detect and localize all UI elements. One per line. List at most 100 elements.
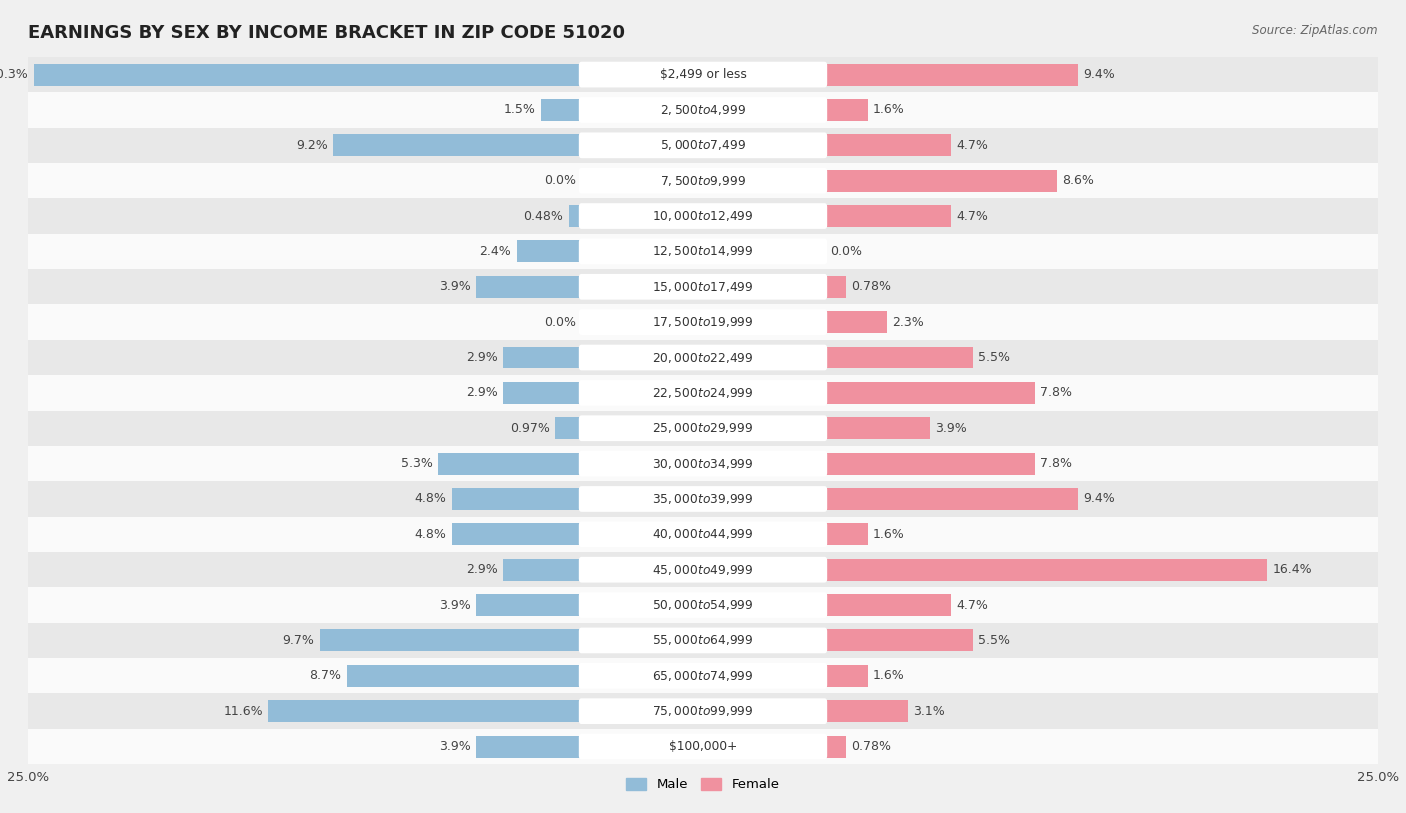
- Bar: [824, 382, 1035, 404]
- Bar: [28, 375, 1378, 411]
- Bar: [28, 304, 1378, 340]
- Bar: [824, 170, 1057, 192]
- Text: 1.6%: 1.6%: [873, 669, 905, 682]
- FancyBboxPatch shape: [579, 167, 827, 193]
- Text: $45,000 to $49,999: $45,000 to $49,999: [652, 563, 754, 576]
- Text: 7.8%: 7.8%: [1040, 457, 1073, 470]
- FancyBboxPatch shape: [579, 592, 827, 618]
- Text: $40,000 to $44,999: $40,000 to $44,999: [652, 528, 754, 541]
- Bar: [824, 736, 845, 758]
- Bar: [34, 63, 582, 85]
- Bar: [28, 57, 1378, 92]
- Text: 1.5%: 1.5%: [503, 103, 536, 116]
- Bar: [451, 524, 582, 546]
- FancyBboxPatch shape: [579, 238, 827, 264]
- Text: $100,000+: $100,000+: [669, 740, 737, 753]
- Bar: [824, 524, 868, 546]
- Text: 3.9%: 3.9%: [439, 598, 471, 611]
- Bar: [28, 163, 1378, 198]
- Text: 4.8%: 4.8%: [415, 528, 447, 541]
- Bar: [824, 594, 952, 616]
- Text: $12,500 to $14,999: $12,500 to $14,999: [652, 245, 754, 259]
- FancyBboxPatch shape: [579, 486, 827, 512]
- Bar: [824, 488, 1078, 510]
- Bar: [824, 205, 952, 227]
- FancyBboxPatch shape: [579, 274, 827, 300]
- Bar: [824, 276, 845, 298]
- Text: 9.2%: 9.2%: [297, 139, 328, 152]
- Bar: [28, 198, 1378, 233]
- Bar: [568, 205, 582, 227]
- Bar: [28, 481, 1378, 517]
- Bar: [824, 700, 908, 722]
- Bar: [451, 488, 582, 510]
- Text: $15,000 to $17,499: $15,000 to $17,499: [652, 280, 754, 293]
- Legend: Male, Female: Male, Female: [621, 772, 785, 797]
- Text: 0.48%: 0.48%: [523, 210, 564, 223]
- Text: $17,500 to $19,999: $17,500 to $19,999: [652, 315, 754, 329]
- Text: $22,500 to $24,999: $22,500 to $24,999: [652, 386, 754, 400]
- Text: 8.7%: 8.7%: [309, 669, 342, 682]
- FancyBboxPatch shape: [579, 62, 827, 88]
- Text: $25,000 to $29,999: $25,000 to $29,999: [652, 421, 754, 435]
- FancyBboxPatch shape: [579, 415, 827, 441]
- Bar: [28, 729, 1378, 764]
- Bar: [503, 559, 582, 580]
- Text: 3.9%: 3.9%: [935, 422, 967, 435]
- Bar: [269, 700, 582, 722]
- Bar: [824, 559, 1267, 580]
- Bar: [477, 736, 582, 758]
- FancyBboxPatch shape: [579, 203, 827, 229]
- Text: 3.9%: 3.9%: [439, 280, 471, 293]
- Text: 9.4%: 9.4%: [1084, 68, 1115, 81]
- Bar: [319, 629, 582, 651]
- Text: 0.78%: 0.78%: [851, 740, 891, 753]
- Text: EARNINGS BY SEX BY INCOME BRACKET IN ZIP CODE 51020: EARNINGS BY SEX BY INCOME BRACKET IN ZIP…: [28, 24, 626, 42]
- Text: 9.7%: 9.7%: [283, 634, 315, 647]
- Text: $30,000 to $34,999: $30,000 to $34,999: [652, 457, 754, 471]
- Text: $75,000 to $99,999: $75,000 to $99,999: [652, 704, 754, 718]
- Bar: [503, 382, 582, 404]
- Text: 5.3%: 5.3%: [401, 457, 433, 470]
- Bar: [28, 659, 1378, 693]
- Bar: [28, 587, 1378, 623]
- Bar: [28, 517, 1378, 552]
- Bar: [28, 552, 1378, 587]
- FancyBboxPatch shape: [579, 345, 827, 371]
- Text: 16.4%: 16.4%: [1272, 563, 1312, 576]
- Text: 3.1%: 3.1%: [914, 705, 945, 718]
- FancyBboxPatch shape: [579, 698, 827, 724]
- Text: 4.7%: 4.7%: [956, 598, 988, 611]
- Text: $10,000 to $12,499: $10,000 to $12,499: [652, 209, 754, 223]
- Text: 5.5%: 5.5%: [979, 634, 1011, 647]
- Bar: [28, 128, 1378, 163]
- Text: 20.3%: 20.3%: [0, 68, 28, 81]
- Text: 2.4%: 2.4%: [479, 245, 512, 258]
- Text: 3.9%: 3.9%: [439, 740, 471, 753]
- Bar: [824, 665, 868, 687]
- Bar: [28, 693, 1378, 729]
- Bar: [824, 417, 929, 439]
- Text: $65,000 to $74,999: $65,000 to $74,999: [652, 669, 754, 683]
- Text: 1.6%: 1.6%: [873, 528, 905, 541]
- Bar: [824, 134, 952, 156]
- Text: $5,000 to $7,499: $5,000 to $7,499: [659, 138, 747, 152]
- FancyBboxPatch shape: [579, 380, 827, 406]
- FancyBboxPatch shape: [579, 733, 827, 759]
- FancyBboxPatch shape: [579, 521, 827, 547]
- Text: 4.7%: 4.7%: [956, 139, 988, 152]
- Text: 2.9%: 2.9%: [465, 386, 498, 399]
- Text: Source: ZipAtlas.com: Source: ZipAtlas.com: [1253, 24, 1378, 37]
- Text: 2.9%: 2.9%: [465, 563, 498, 576]
- Text: 2.3%: 2.3%: [891, 315, 924, 328]
- Text: 9.4%: 9.4%: [1084, 493, 1115, 506]
- Bar: [28, 446, 1378, 481]
- Bar: [28, 92, 1378, 128]
- Text: $55,000 to $64,999: $55,000 to $64,999: [652, 633, 754, 647]
- Bar: [824, 453, 1035, 475]
- Bar: [439, 453, 582, 475]
- Text: 0.97%: 0.97%: [510, 422, 550, 435]
- Bar: [347, 665, 582, 687]
- Bar: [824, 63, 1078, 85]
- Bar: [541, 99, 582, 121]
